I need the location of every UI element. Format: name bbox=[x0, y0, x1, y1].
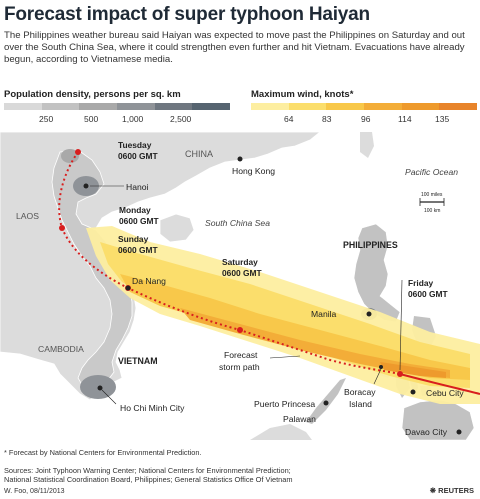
hongkong-label: Hong Kong bbox=[232, 166, 275, 176]
wind-swath-135 bbox=[380, 362, 446, 378]
wind-tick: 114 bbox=[398, 114, 412, 124]
wind-swatch bbox=[326, 103, 365, 110]
boracay-marker bbox=[379, 365, 383, 369]
population-swatch bbox=[154, 103, 193, 110]
boracay-leader bbox=[373, 368, 382, 385]
population-tick: 2,500 bbox=[170, 114, 192, 124]
hanoi-label: Hanoi bbox=[126, 182, 149, 192]
credit: W. Foo, 08/11/2013 bbox=[4, 488, 65, 495]
tuesday-time: 0600 GMT bbox=[118, 151, 158, 161]
palawan-label: Palawan bbox=[283, 414, 316, 424]
track-point-saturday bbox=[237, 327, 243, 333]
wind-swatch bbox=[288, 103, 327, 110]
taiwan-island bbox=[360, 132, 374, 158]
puerto-princesa-marker bbox=[323, 400, 329, 406]
population-tick: 500 bbox=[84, 114, 99, 124]
storm-track bbox=[58, 151, 401, 375]
population-swatch bbox=[117, 103, 155, 110]
wind-swath-114 bbox=[180, 308, 450, 378]
footnote: * Forecast by National Centers for Envir… bbox=[4, 448, 202, 457]
wind-tick: 135 bbox=[435, 114, 450, 124]
laos-label: LAOS bbox=[16, 211, 39, 221]
sunday-time: 0600 GMT bbox=[118, 245, 158, 255]
population-swatch bbox=[192, 103, 231, 110]
cebu-marker bbox=[410, 389, 416, 395]
reuters-logo-icon: ❋ bbox=[429, 486, 437, 495]
boracay-label-line2: Island bbox=[349, 399, 372, 409]
population-swatch bbox=[79, 103, 118, 110]
wind-swatch bbox=[364, 103, 402, 110]
wind-tick: 83 bbox=[322, 114, 332, 124]
scale-km-label: 100 km bbox=[424, 208, 440, 214]
china-label: CHINA bbox=[185, 149, 213, 159]
wind-swatch bbox=[439, 103, 478, 110]
danang-label: Da Nang bbox=[132, 276, 166, 286]
subtitle: The Philippines weather bureau said Haiy… bbox=[4, 30, 465, 65]
track-point-monday bbox=[59, 225, 65, 231]
north-density bbox=[61, 149, 79, 163]
population-swatch bbox=[4, 103, 42, 110]
davao-label: Davao City bbox=[405, 427, 448, 437]
population-tick: 1,000 bbox=[122, 114, 144, 124]
track-point-tuesday bbox=[75, 149, 81, 155]
monday-label: Monday bbox=[119, 205, 151, 215]
danang-marker bbox=[125, 285, 131, 291]
population-tick: 250 bbox=[39, 114, 54, 124]
pacific-label: Pacific Ocean bbox=[405, 167, 458, 177]
hcmc-marker bbox=[97, 385, 103, 391]
forecast-path-label-line2: storm path bbox=[219, 362, 260, 372]
boracay-label: Boracay bbox=[344, 387, 376, 397]
wind-legend-title: Maximum wind, knots* bbox=[251, 89, 354, 100]
friday-time: 0600 GMT bbox=[408, 289, 448, 299]
wind-tick: 96 bbox=[361, 114, 371, 124]
page-title: Forecast impact of super typhoon Haiyan bbox=[4, 4, 370, 25]
cebu-label: Cebu City bbox=[426, 388, 464, 398]
luzon-island bbox=[353, 223, 401, 323]
forecast-path-label: Forecast bbox=[224, 350, 258, 360]
hanoi-marker bbox=[83, 183, 89, 189]
puerto-princesa-label: Puerto Princesa bbox=[254, 399, 315, 409]
saturday-time: 0600 GMT bbox=[222, 268, 262, 278]
south-china-sea-label: South China Sea bbox=[205, 218, 270, 228]
philippines-label: PHILIPPINES bbox=[343, 240, 398, 250]
hcmc-leader bbox=[101, 389, 117, 405]
monday-time: 0600 GMT bbox=[119, 216, 159, 226]
typhoon-map: CHINA Hong Kong Pacific Ocean 100 miles … bbox=[0, 132, 480, 440]
hcmc-label: Ho Chi Minh City bbox=[120, 403, 185, 413]
wind-swatch bbox=[251, 103, 289, 110]
friday-label: Friday bbox=[408, 278, 433, 288]
davao-marker bbox=[456, 429, 462, 435]
manila-marker bbox=[366, 311, 372, 317]
hongkong-marker bbox=[237, 156, 243, 162]
cambodia-label: CAMBODIA bbox=[38, 344, 84, 354]
sources-line-2: National Statistical Coordination Board,… bbox=[4, 475, 293, 484]
manila-label: Manila bbox=[311, 309, 337, 319]
borneo-landmass bbox=[250, 424, 312, 440]
sources-line-1: Sources: Joint Typhoon Warning Center; N… bbox=[4, 466, 291, 475]
friday-leader bbox=[399, 279, 403, 371]
scale-miles-label: 100 miles bbox=[421, 192, 443, 198]
wind-legend-bar bbox=[251, 103, 478, 110]
reuters-logo: ❋ REUTERS bbox=[430, 486, 474, 495]
sunday-label: Sunday bbox=[118, 234, 149, 244]
track-point-friday bbox=[397, 371, 403, 377]
wind-swatch bbox=[401, 103, 440, 110]
wind-swath-96 bbox=[120, 274, 470, 380]
saturday-label: Saturday bbox=[222, 257, 258, 267]
reuters-logo-text: REUTERS bbox=[438, 486, 474, 495]
population-legend-title: Population density, persons per sq. km bbox=[4, 89, 181, 100]
tuesday-label: Tuesday bbox=[118, 140, 152, 150]
hainan-island bbox=[159, 213, 195, 243]
vietnam-label: VIETNAM bbox=[118, 356, 158, 366]
population-legend-bar bbox=[4, 103, 231, 110]
storm-track-observed bbox=[399, 373, 480, 395]
population-swatch bbox=[41, 103, 80, 110]
wind-tick: 64 bbox=[284, 114, 294, 124]
forecast-leader bbox=[269, 355, 301, 359]
